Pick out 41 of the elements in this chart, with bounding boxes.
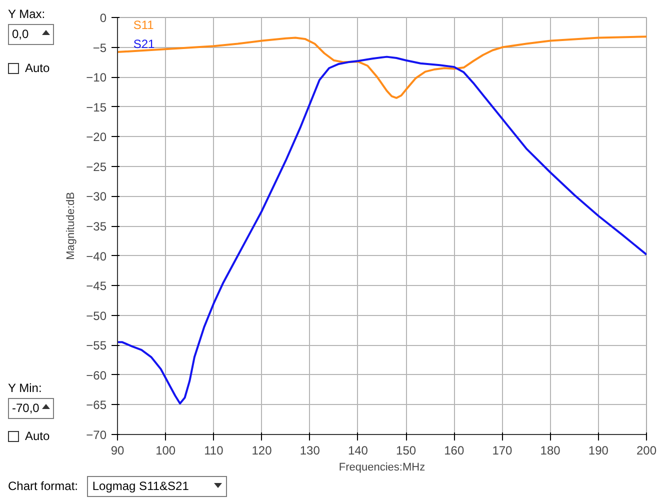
x-tick-label: 100 xyxy=(156,444,176,458)
line-series xyxy=(118,36,646,99)
text: -70,0 xyxy=(8,398,54,420)
y-tick-label: −5 xyxy=(92,40,107,55)
y-axis-title: Magnitude:dB xyxy=(65,192,78,260)
text: Logmag S11&S21 xyxy=(87,476,228,498)
text: Auto xyxy=(24,428,50,445)
y-tick-label: 0 xyxy=(100,11,107,25)
y-tick-label: −35 xyxy=(86,220,107,234)
x-tick-label: 90 xyxy=(110,444,124,458)
y-tick-label: −20 xyxy=(86,130,107,144)
x-tick-label: 150 xyxy=(396,444,416,458)
x-tick-label: 160 xyxy=(444,444,464,458)
y-tick-label: −30 xyxy=(86,190,107,204)
y-tick-label: −65 xyxy=(86,398,107,412)
y-tick-label: −10 xyxy=(86,70,107,85)
y-tick-label: −50 xyxy=(86,308,107,323)
x-tick-label: 170 xyxy=(492,444,513,458)
text: Y Max: xyxy=(8,6,46,23)
y-tick-label: −15 xyxy=(86,100,107,114)
y-tick-label: −45 xyxy=(86,279,107,294)
y-tick-label: −70 xyxy=(86,428,107,442)
x-axis-title: Frequencies:MHz xyxy=(338,462,426,474)
line-series xyxy=(118,56,646,405)
x-tick-label: 180 xyxy=(540,444,561,458)
text: 0,0 xyxy=(8,24,54,46)
x-tick-label: 190 xyxy=(588,444,609,458)
x-tick-label: 200 xyxy=(636,444,657,458)
y-tick-label: −55 xyxy=(86,338,107,353)
series-label: S11 xyxy=(133,18,154,32)
y-tick-label: −25 xyxy=(86,160,107,174)
text: Chart format: xyxy=(8,479,78,493)
x-tick-label: 140 xyxy=(348,444,368,458)
y-tick-label: −60 xyxy=(86,368,107,382)
x-tick-label: 110 xyxy=(204,444,224,458)
text: Auto xyxy=(24,60,50,77)
text: S21 xyxy=(133,36,156,51)
x-tick-label: 120 xyxy=(252,444,272,458)
text: Y Min: xyxy=(8,380,42,397)
y-tick-label: −40 xyxy=(86,249,107,264)
x-tick-label: 130 xyxy=(300,444,320,458)
